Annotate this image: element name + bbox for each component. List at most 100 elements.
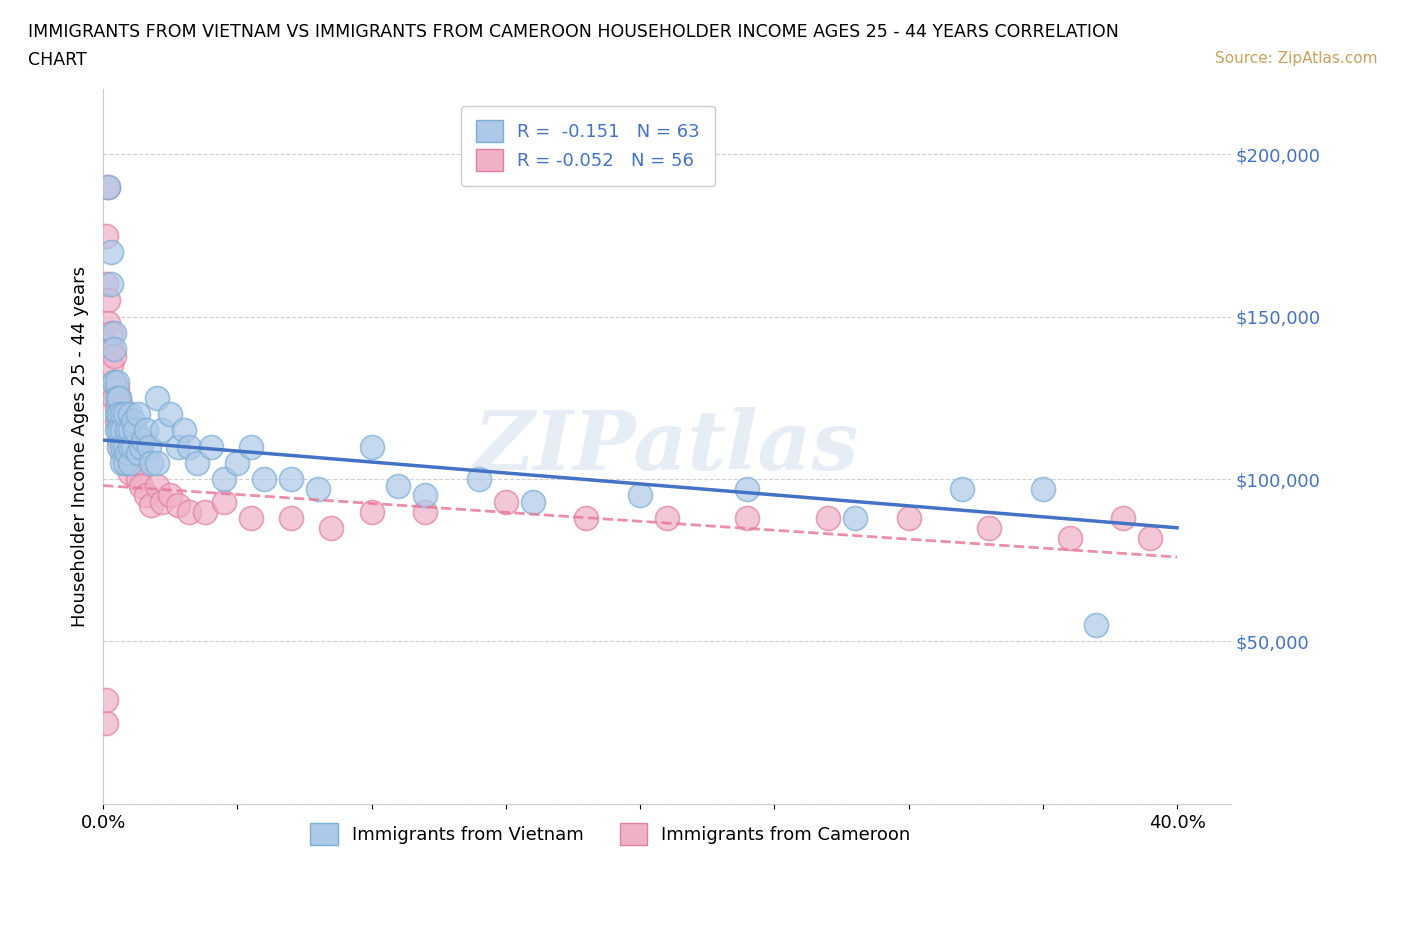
Point: [167, 498, 190, 512]
Point: [94, 715, 117, 730]
Point: [121, 445, 143, 460]
Point: [117, 456, 139, 471]
Point: [239, 439, 262, 454]
Point: [108, 391, 131, 405]
Point: [117, 423, 139, 438]
Point: [226, 456, 249, 471]
Point: [167, 439, 190, 454]
Point: [575, 511, 598, 525]
Point: [177, 504, 200, 519]
Point: [111, 423, 134, 438]
Point: [108, 423, 131, 438]
Point: [97, 316, 120, 331]
Point: [655, 511, 678, 525]
Point: [118, 432, 141, 447]
Point: [307, 482, 329, 497]
Point: [146, 391, 169, 405]
Point: [280, 472, 302, 486]
Text: CHART: CHART: [28, 51, 87, 69]
Point: [114, 413, 136, 428]
Point: [108, 406, 131, 421]
Point: [127, 472, 149, 486]
Point: [387, 478, 409, 493]
Point: [413, 488, 436, 503]
Point: [468, 472, 491, 486]
Point: [114, 406, 136, 421]
Point: [108, 391, 131, 405]
Point: [103, 326, 125, 340]
Point: [1139, 530, 1161, 545]
Point: [117, 423, 139, 438]
Point: [100, 341, 122, 356]
Point: [111, 445, 134, 460]
Point: [212, 495, 235, 510]
Point: [124, 423, 146, 438]
Point: [114, 439, 136, 454]
Point: [118, 456, 141, 471]
Point: [360, 504, 382, 519]
Point: [118, 423, 141, 438]
Point: [280, 511, 302, 525]
Point: [105, 380, 128, 395]
Point: [111, 400, 134, 415]
Point: [111, 406, 134, 421]
Point: [817, 511, 839, 525]
Point: [124, 456, 146, 471]
Point: [522, 495, 544, 510]
Point: [114, 439, 136, 454]
Point: [146, 478, 169, 493]
Point: [212, 472, 235, 486]
Point: [1032, 482, 1054, 497]
Point: [103, 341, 125, 356]
Point: [105, 391, 128, 405]
Point: [111, 456, 134, 471]
Point: [360, 439, 382, 454]
Point: [111, 439, 134, 454]
Point: [135, 423, 157, 438]
Point: [121, 439, 143, 454]
Point: [186, 456, 208, 471]
Point: [141, 498, 163, 512]
Y-axis label: Householder Income Ages 25 - 44 years: Householder Income Ages 25 - 44 years: [72, 266, 89, 627]
Point: [97, 179, 120, 194]
Text: Source: ZipAtlas.com: Source: ZipAtlas.com: [1215, 51, 1378, 66]
Point: [150, 495, 173, 510]
Point: [495, 495, 517, 510]
Point: [100, 245, 122, 259]
Point: [146, 456, 169, 471]
Point: [141, 456, 163, 471]
Point: [1112, 511, 1135, 525]
Point: [897, 511, 920, 525]
Point: [194, 504, 217, 519]
Text: ZIPatlas: ZIPatlas: [474, 406, 859, 486]
Point: [105, 406, 128, 421]
Point: [103, 374, 125, 389]
Point: [737, 482, 759, 497]
Point: [97, 293, 120, 308]
Point: [118, 406, 141, 421]
Point: [108, 413, 131, 428]
Point: [239, 511, 262, 525]
Point: [844, 511, 866, 525]
Point: [159, 488, 181, 503]
Point: [103, 391, 125, 405]
Point: [97, 179, 120, 194]
Point: [129, 439, 152, 454]
Point: [150, 423, 173, 438]
Point: [100, 277, 122, 292]
Point: [100, 358, 122, 373]
Point: [108, 432, 131, 447]
Point: [129, 478, 152, 493]
Point: [200, 439, 222, 454]
Point: [628, 488, 651, 503]
Point: [138, 439, 160, 454]
Point: [118, 465, 141, 480]
Point: [173, 423, 195, 438]
Point: [1085, 618, 1108, 632]
Point: [413, 504, 436, 519]
Point: [737, 511, 759, 525]
Point: [159, 406, 181, 421]
Point: [177, 439, 200, 454]
Point: [253, 472, 276, 486]
Point: [135, 488, 157, 503]
